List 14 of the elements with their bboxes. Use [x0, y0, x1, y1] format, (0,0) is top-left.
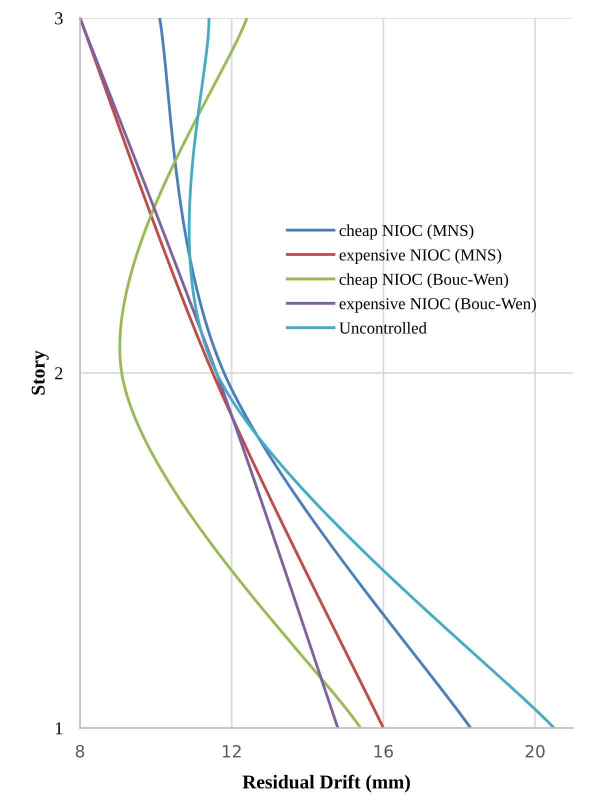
legend-label: cheap NIOC (Bouc-Wen)	[340, 273, 508, 288]
x-tick-label: 16	[374, 744, 393, 758]
y-tick-label: 3	[55, 12, 63, 24]
y-tick-label: 1	[56, 722, 62, 734]
y-axis-title: Story	[32, 350, 49, 395]
legend-label: expensive NIOC (MNS)	[340, 248, 502, 264]
x-tick-label: 8	[76, 744, 84, 758]
legend-label: expensive NIOC (Bouc-Wen)	[340, 298, 536, 313]
x-axis-title: Residual Drift (mm)	[242, 774, 410, 793]
x-tick-label: 20	[526, 744, 545, 758]
legend-label: Uncontrolled	[339, 322, 427, 334]
x-tick-label: 12	[222, 744, 241, 758]
legend-label: cheap NIOC (MNS)	[340, 224, 474, 240]
y-tick-label: 2	[55, 367, 62, 380]
